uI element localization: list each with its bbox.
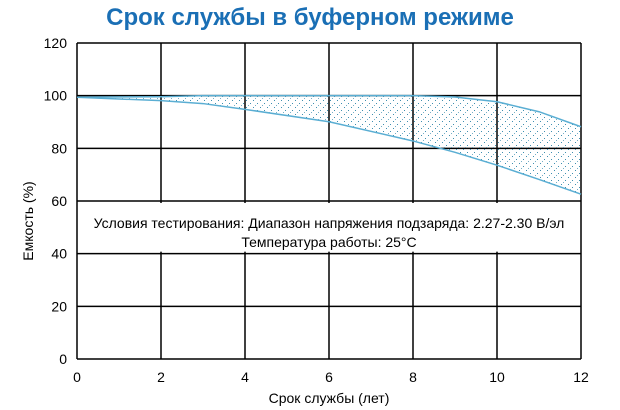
y-tick-label: 60 bbox=[51, 193, 67, 209]
x-axis-label: Срок службы (лет) bbox=[269, 390, 390, 406]
upper-curve bbox=[76, 94, 582, 128]
chart-title: Срок службы в буферном режиме bbox=[106, 4, 514, 31]
x-tick-label: 12 bbox=[573, 369, 589, 385]
x-tick-label: 4 bbox=[241, 369, 249, 385]
x-tick-label: 2 bbox=[157, 369, 165, 385]
x-tick-label: 10 bbox=[489, 369, 505, 385]
annotation-line-2: Температура работы: 25°C bbox=[241, 234, 416, 250]
y-tick-label: 80 bbox=[51, 140, 67, 156]
y-tick-label: 120 bbox=[44, 35, 68, 51]
capacity-band bbox=[77, 95, 581, 195]
x-tick-label: 8 bbox=[409, 369, 417, 385]
y-tick-label: 40 bbox=[51, 246, 67, 262]
annotation-background bbox=[78, 203, 580, 252]
y-tick-label: 100 bbox=[44, 88, 68, 104]
y-tick-label: 20 bbox=[51, 298, 67, 314]
annotation-line-1: Условия тестирования: Диапазон напряжени… bbox=[94, 215, 565, 231]
x-tick-label: 0 bbox=[73, 369, 81, 385]
x-tick-label: 6 bbox=[325, 369, 333, 385]
y-tick-label: 0 bbox=[59, 351, 67, 367]
lower-curve bbox=[76, 96, 582, 195]
y-axis-label: Емкость (%) bbox=[20, 181, 36, 260]
